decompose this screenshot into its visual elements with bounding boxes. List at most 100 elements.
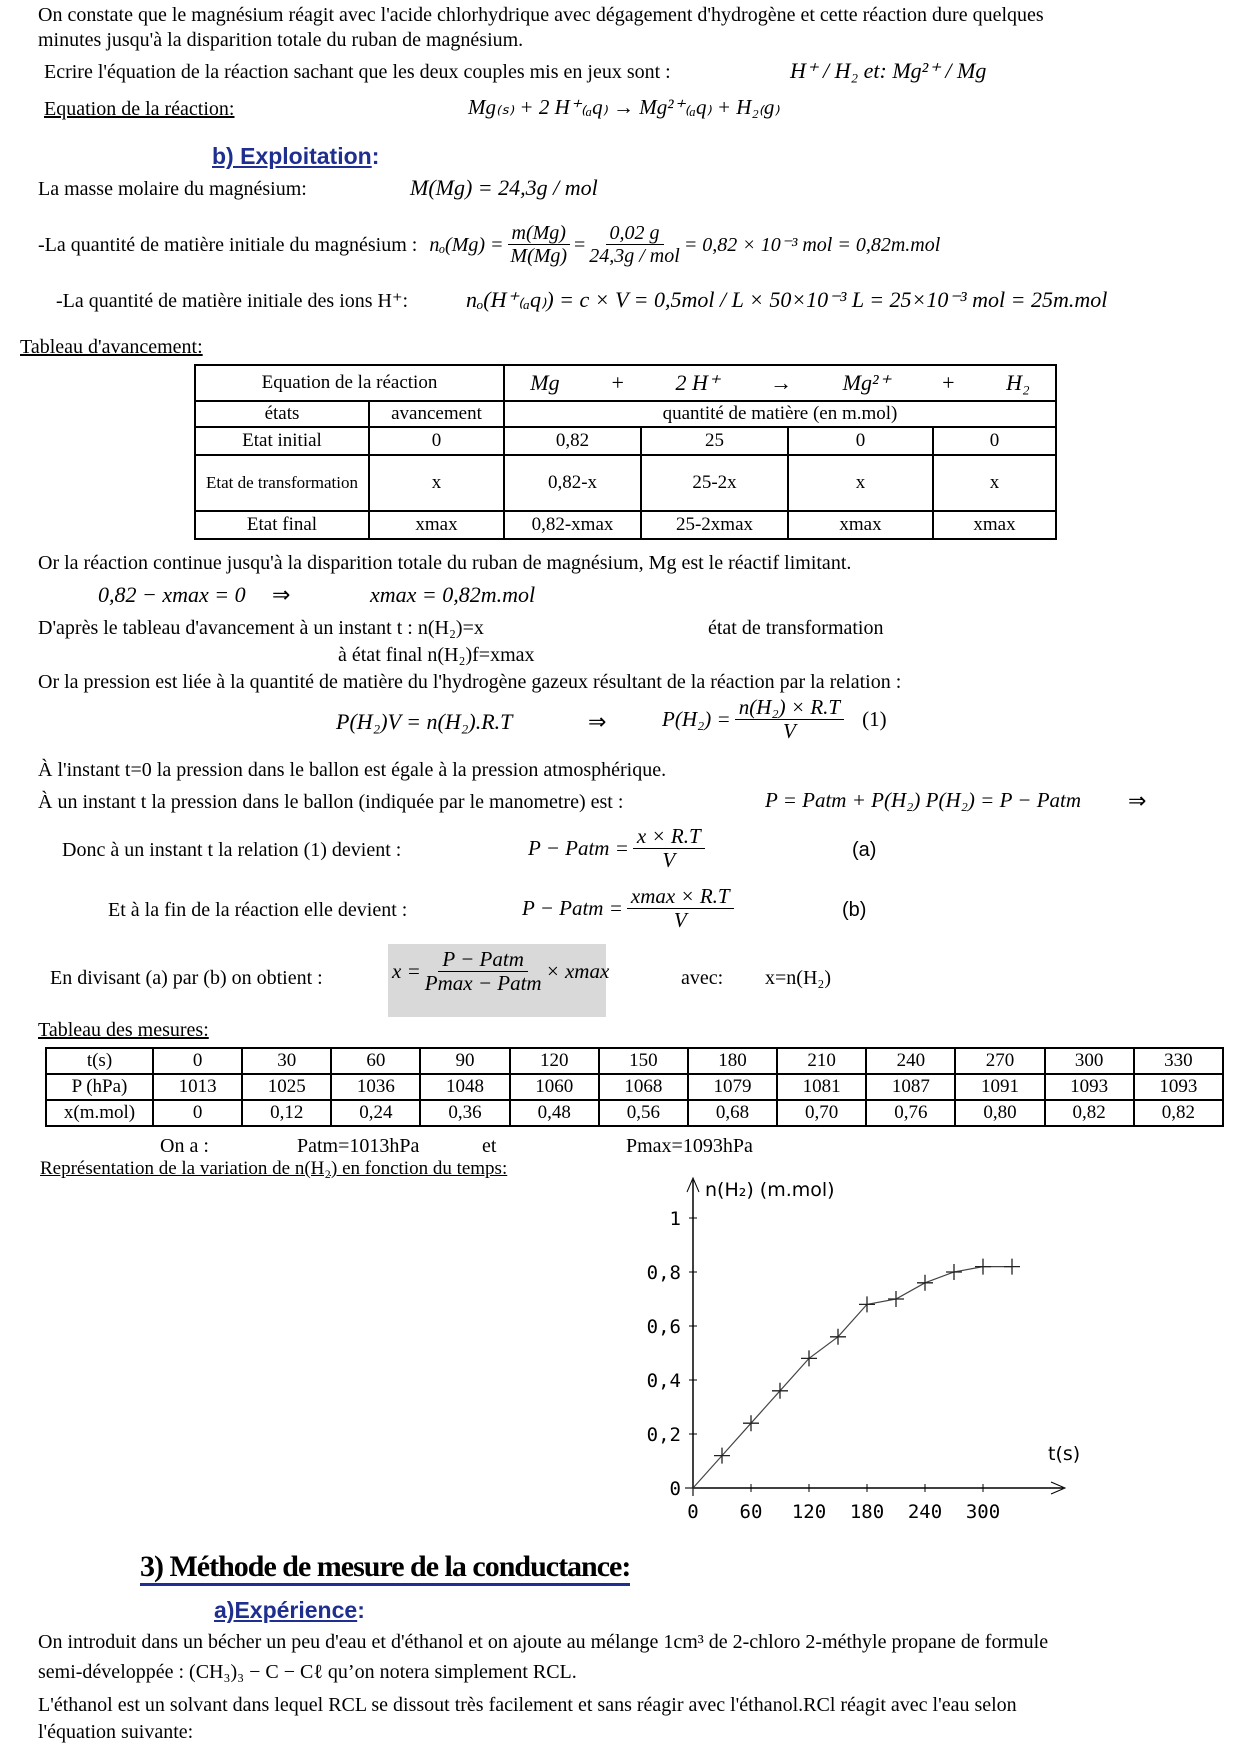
qte-mg-den1: M(Mg) [510,245,568,267]
limitant-text: Or la réaction continue jusqu'à la dispa… [38,552,852,574]
heading-colon: : [357,1597,365,1623]
plus: + [940,370,956,395]
y-tick-label: 0 [670,1478,681,1500]
y-axis-label: n(H₂) (m.mol) [705,1179,835,1201]
y-axis-arrow [686,1176,700,1193]
x-axis-arrow [1050,1481,1067,1495]
col-quantite: quantité de matière (en m.mol) [503,400,1057,428]
cell: 180 [686,1047,779,1075]
row-header: P (hPa) [45,1073,154,1101]
species-h2: H₂ [1006,370,1030,395]
ref-a: (a) [852,839,877,861]
table-row: Etat de transformation x 0,82-x 25-2x x x [194,454,1057,512]
cell: 0,48 [508,1099,600,1127]
ona-text: On a : [160,1135,209,1157]
ph2-den: V [782,719,796,744]
qte-mg-label: -La quantité de matière initiale du magn… [38,233,418,256]
y-tick-label: 0,6 [647,1316,681,1338]
a-num: x × R.T [632,824,705,850]
b-lhs: P − Patm = [522,896,623,921]
cell: 210 [776,1047,868,1075]
cell: 1079 [686,1073,779,1101]
patm-text: Patm=1013hPa [297,1135,420,1157]
etat-transfo-text: état de transformation [708,617,884,639]
a-lhs: P − Patm = [528,836,629,861]
exploitation-heading: b) Exploitation [212,143,372,169]
data-point [830,1328,846,1345]
x-tick-label: 240 [908,1501,942,1522]
qte-mg-num1: m(Mg) [507,222,570,245]
experience-heading: a)Expérience [214,1597,358,1623]
donc-text: Donc à un instant t la relation (1) devi… [62,839,402,861]
xmax-value: xmax = 0,82m.mol [370,582,536,607]
equation-label: Equation de la réaction: [44,98,235,120]
pression-text: Or la pression est liée à la quantité de… [38,671,902,693]
cell: xmax [368,510,505,540]
avec-label: avec: [681,967,724,989]
cell: x [368,454,505,512]
pmax-text: Pmax=1093hPa [626,1135,753,1157]
cell: 1013 [151,1073,244,1101]
plus: + [610,370,625,395]
div-rhs: × xmax [545,959,610,984]
cell: x [932,454,1057,512]
data-point [975,1258,991,1275]
x-tick-label: 300 [966,1501,1000,1522]
qte-mg-lhs: nₒ(Mg) = [429,233,504,256]
couples-formula: H⁺ / H₂ et: Mg²⁺ / Mg [790,58,987,83]
b-den: V [673,908,687,933]
cell: 0,80 [954,1099,1046,1127]
data-point [946,1264,962,1280]
cell: 1093 [1043,1073,1135,1101]
xmax-equation: 0,82 − xmax = 0 [98,582,246,607]
cell: 0 [368,426,505,456]
species-header: Mg +2 H⁺ → Mg²⁺ + H₂ [503,364,1057,402]
div-lhs: x = [392,959,421,984]
cell: 1060 [508,1073,600,1101]
cell: 0,82-xmax [503,510,642,540]
x-axis-label: t(s) [1048,1443,1080,1465]
avancement-title: Tableau d'avancement: [20,336,203,358]
x-tick-label: 60 [740,1501,763,1522]
table-row: t(s) 0 30 60 90 120 150 180 210 240 270 300 330 [45,1047,1225,1075]
cell: 90 [419,1047,511,1075]
cell: 25-2xmax [640,510,789,540]
cell: 0 [151,1047,244,1075]
section3-title: 3) Méthode de mesure de la conductance: [140,1550,631,1586]
cell: 1093 [1132,1073,1225,1101]
cell: 1048 [419,1073,511,1101]
cell: Etat initial [194,426,370,456]
para-2: semi-développée : (CH₃)₃ − C − Cℓ qu’on … [38,1661,577,1683]
dapres-text: D'après le tableau d'avancement à un ins… [38,617,484,639]
y-tick-label: 0,4 [647,1370,681,1392]
row-header: t(s) [45,1047,154,1075]
heading-colon: : [371,143,380,169]
result-highlight [388,944,606,1017]
species-h: 2 H⁺ [675,370,720,395]
fin-text: Et à la fin de la réaction elle devient … [108,899,408,921]
cell: 330 [1132,1047,1225,1075]
x-tick-label: 120 [792,1501,826,1522]
qte-h-formula: nₒ(H⁺₍ₐq₎) = c × V = 0,5mol / L × 50×10⁻… [466,287,1108,312]
table-row: Etat final xmax 0,82-xmax 25-2xmax xmax xmax [194,510,1057,540]
data-point [801,1350,817,1367]
div-num: P − Patm [438,947,528,973]
implies-symbol: ⇒ [1128,788,1147,813]
b-num: xmax × R.T [626,884,734,910]
para-4: l'équation suivante: [38,1721,194,1743]
a-den: V [662,848,676,873]
cell: 0,82 [1132,1099,1225,1127]
data-point [685,1480,701,1496]
qte-h-label: -La quantité de matière initiale des ion… [56,290,409,312]
cell: 0,24 [330,1099,422,1127]
y-tick-label: 0,8 [647,1262,681,1284]
eq-header: Equation de la réaction [194,364,505,402]
cell: 150 [597,1047,689,1075]
cell: 300 [1043,1047,1135,1075]
x-tick-label: 180 [850,1501,884,1522]
data-point [772,1382,788,1399]
cell: 0 [932,426,1057,456]
cell: 1068 [597,1073,689,1101]
cell: 0,12 [241,1099,333,1127]
cell: 25 [640,426,789,456]
